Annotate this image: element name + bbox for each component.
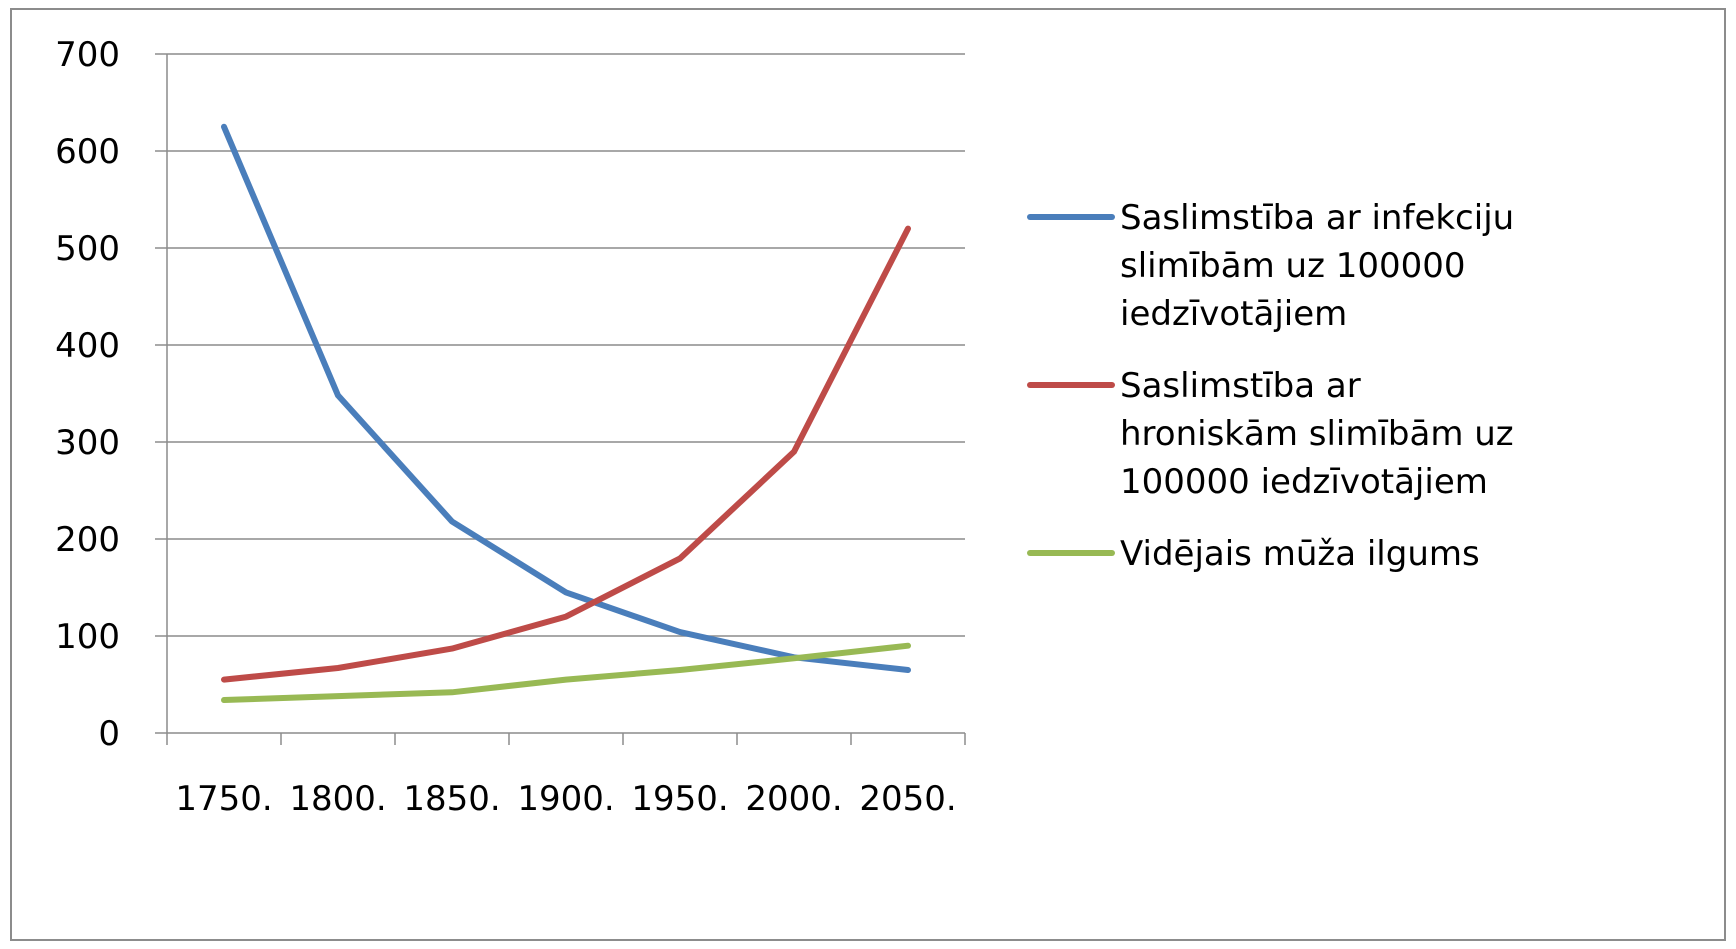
y-tick-label: 600	[55, 132, 120, 172]
x-tick-label: 2000.	[745, 779, 842, 819]
y-tick-label: 400	[55, 326, 120, 366]
x-tick-label: 1950.	[631, 779, 728, 819]
legend-entry-1: Saslimstība ar infekciju slimībām uz 1000…	[1027, 198, 1514, 334]
x-tick-label: 1750.	[175, 779, 272, 819]
legend-label: Saslimstība ar infekciju	[1120, 198, 1514, 238]
series-lines	[221, 123, 911, 703]
legend-label: slimībām uz 100000	[1120, 246, 1466, 286]
legend-label: Vidējais mūža ilgums	[1120, 534, 1480, 574]
series-line-3	[221, 642, 911, 703]
legend: Saslimstība ar infekciju slimībām uz 1000…	[1027, 198, 1514, 574]
y-tick-label: 0	[98, 714, 120, 754]
legend-entry-3: Vidējais mūža ilgums	[1027, 534, 1480, 574]
y-tick-label: 300	[55, 423, 120, 463]
legend-label: iedzīvotājiem	[1120, 294, 1347, 334]
y-tick-label: 100	[55, 617, 120, 657]
x-tick-label: 1800.	[289, 779, 386, 819]
series-line-1	[221, 123, 911, 673]
legend-label: hroniskām slimībām uz	[1120, 414, 1514, 454]
x-tick-label: 2050.	[859, 779, 956, 819]
series-line-2	[221, 225, 911, 683]
legend-label: 100000 iedzīvotājiem	[1120, 462, 1488, 502]
legend-entry-2: Saslimstība ar hroniskām slimībām uz 10000…	[1027, 366, 1514, 502]
chart-frame: 0 100 200 300 400 500 600 700 1750. 1800. 1850. 190…	[10, 8, 1726, 941]
axes: 0 100 200 300 400 500 600 700 1750. 1800. 1850. 190…	[55, 35, 966, 819]
x-tick-label: 1850.	[403, 779, 500, 819]
y-tick-label: 700	[55, 35, 120, 75]
y-tick-label: 500	[55, 229, 120, 269]
y-tick-label: 200	[55, 520, 120, 560]
gridlines	[167, 53, 965, 637]
line-chart: 0 100 200 300 400 500 600 700 1750. 1800. 1850. 190…	[55, 35, 1514, 819]
legend-label: Saslimstība ar	[1120, 366, 1361, 406]
x-tick-label: 1900.	[517, 779, 614, 819]
